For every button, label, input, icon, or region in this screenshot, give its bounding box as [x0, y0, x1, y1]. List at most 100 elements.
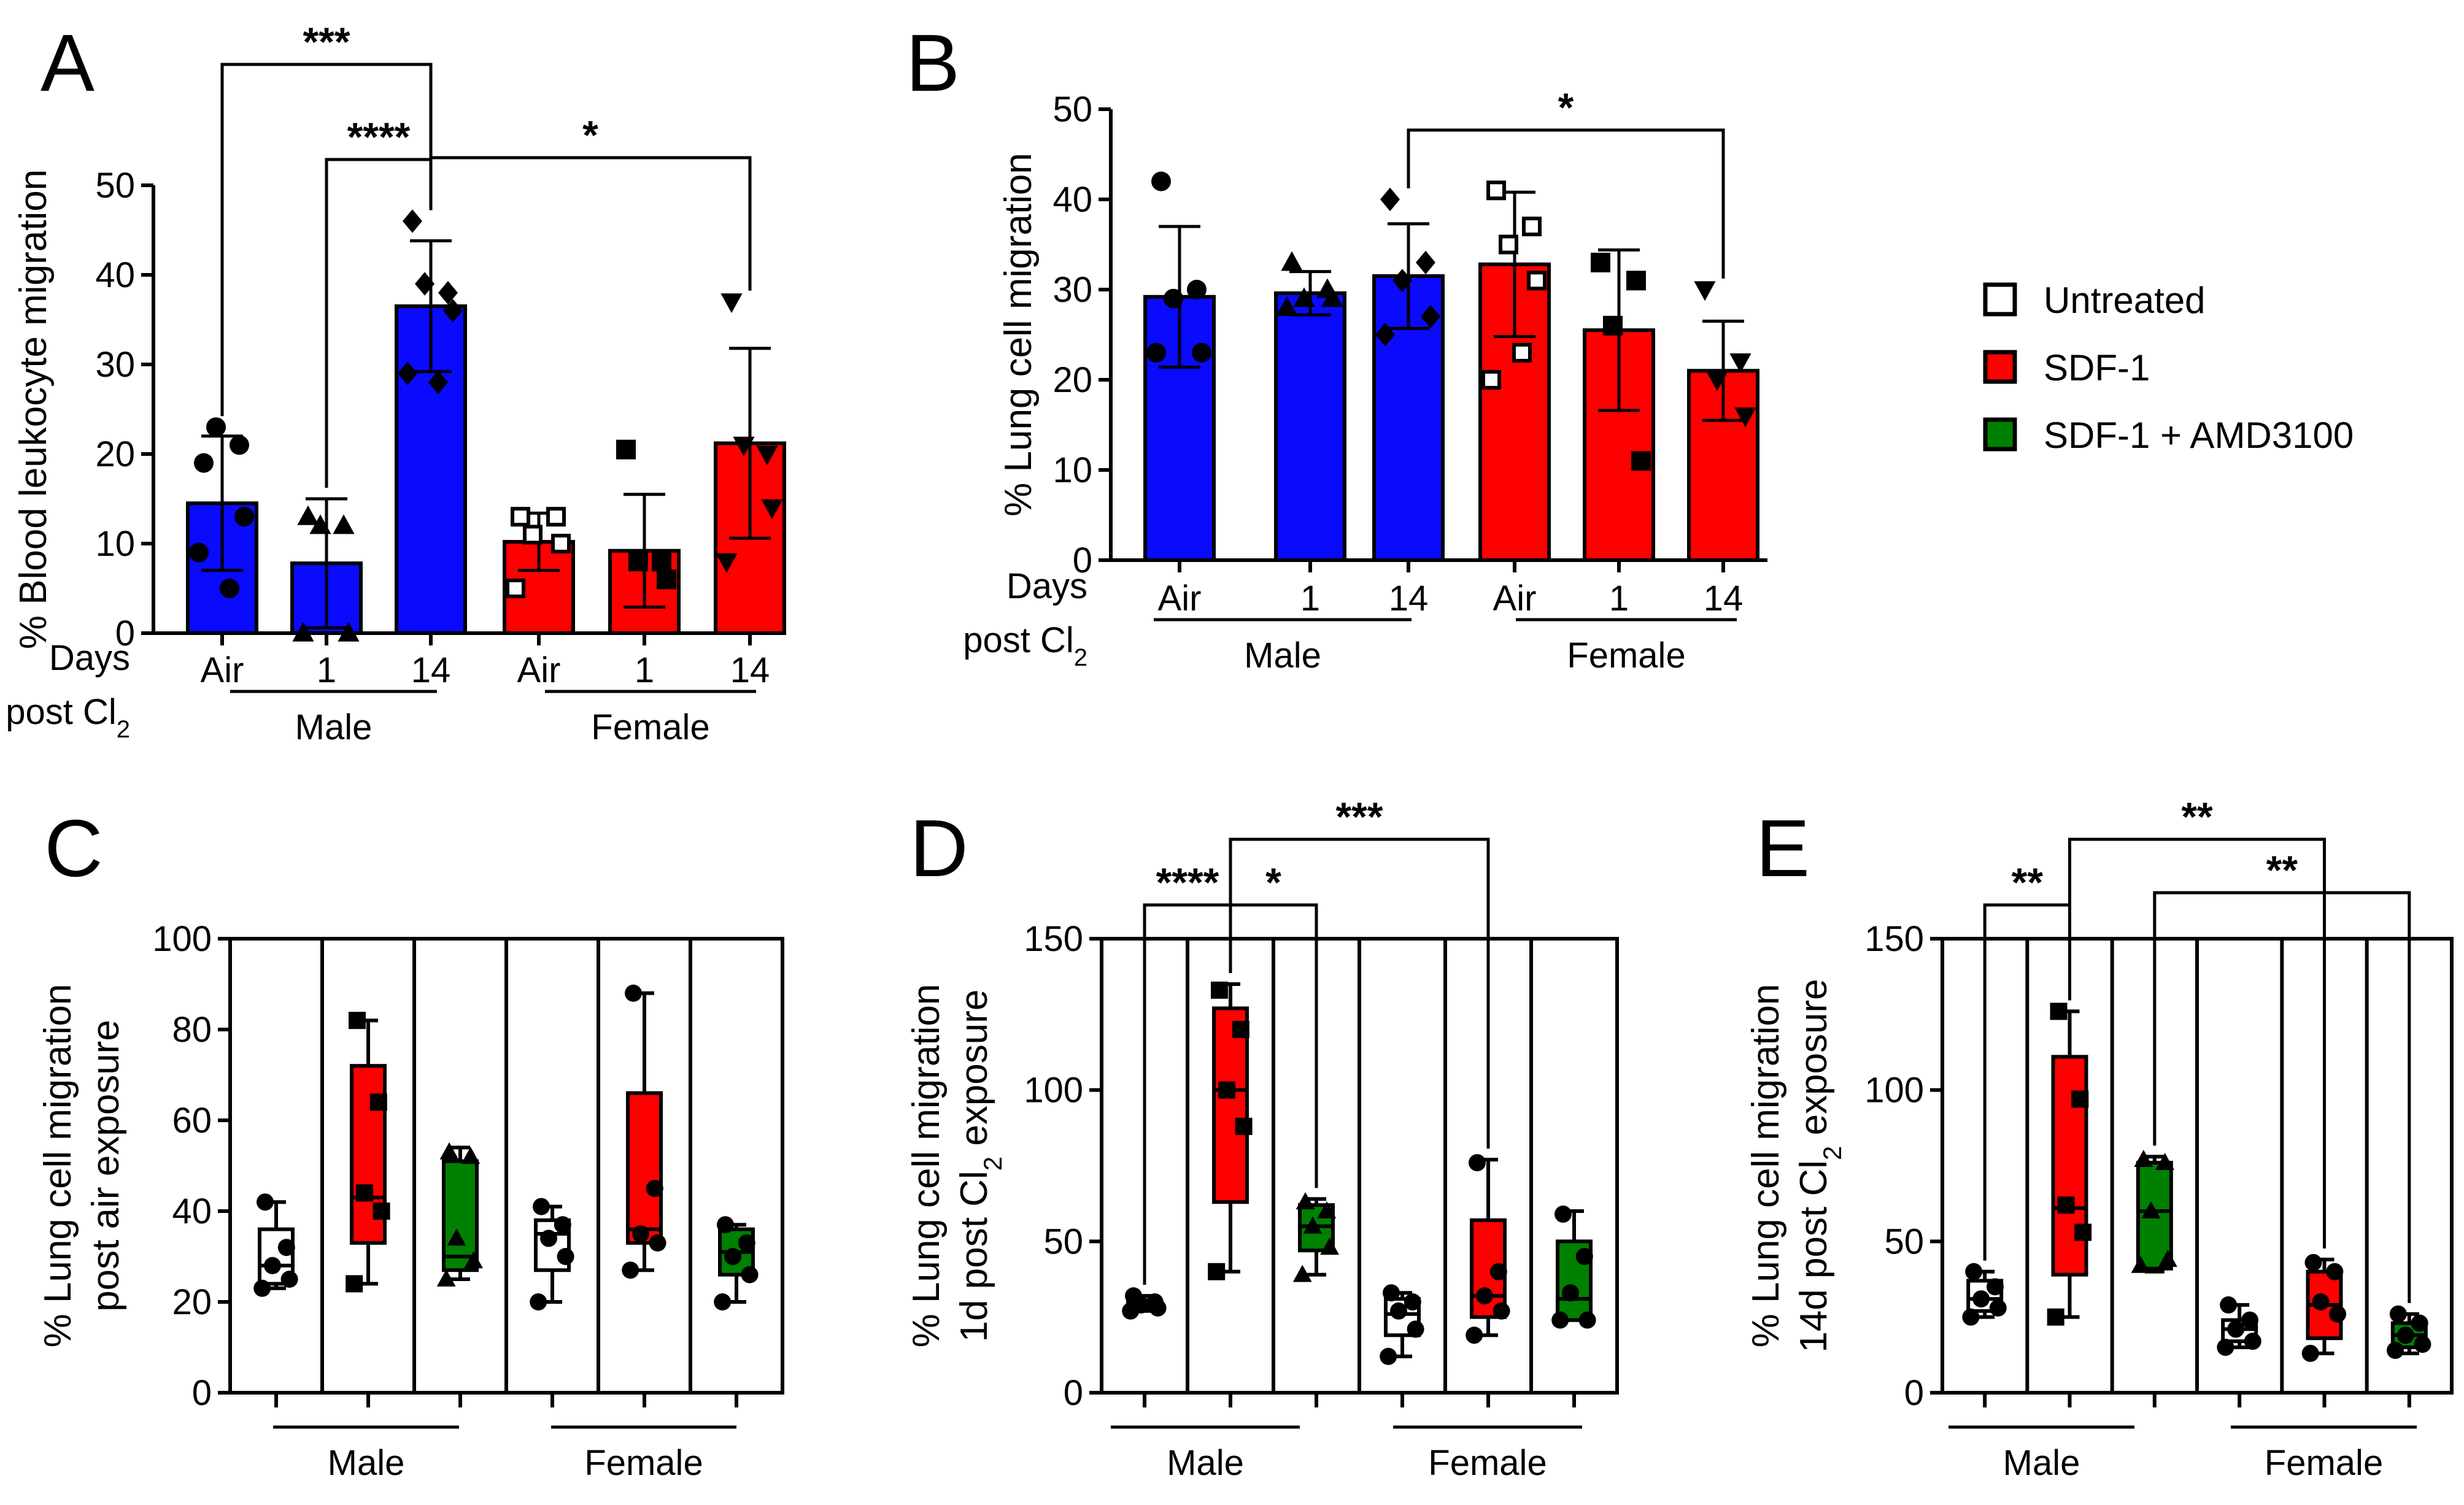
significance-bracket: [1229, 837, 1490, 1149]
y-tick-label: 50: [95, 166, 135, 206]
y-axis-label-part: exposure: [1793, 979, 1835, 1145]
y-axis-label-text: % Blood leukocyte migration: [12, 169, 55, 649]
significance-bracket: [2068, 837, 2326, 1249]
data-point-diamond: [1375, 323, 1395, 347]
y-tick-label: 30: [1052, 270, 1092, 310]
group-label: Female: [1428, 1443, 1547, 1483]
data-point-circle: [557, 1248, 574, 1265]
data-point-circle: [257, 1193, 274, 1211]
data-point-triangle: [333, 514, 355, 534]
data-point-diamond: [428, 371, 448, 395]
x-tick-label: Air: [1493, 579, 1537, 618]
data-point-square: [1218, 1081, 1235, 1099]
data-point-circle: [1962, 1308, 1980, 1326]
y-axis-label-line1: % Lung cell migration: [905, 984, 948, 1348]
data-point-circle: [1122, 1302, 1140, 1320]
data-point-square-open: [1486, 180, 1506, 201]
data-point-square-open: [551, 534, 571, 553]
data-point-square: [1631, 451, 1651, 471]
data-point-diamond: [415, 272, 434, 296]
row-label-subscript: 2: [1074, 644, 1087, 671]
y-tick-label: 0: [1064, 1373, 1083, 1413]
data-point-square-open: [506, 579, 525, 598]
y-tick-label: 100: [1864, 1071, 1924, 1110]
significance-label: *: [1265, 860, 1281, 905]
data-point-triangle: [1303, 1216, 1323, 1234]
x-tick-label: 1: [1300, 579, 1320, 618]
row-label-subscript: 2: [117, 716, 130, 743]
data-point-circle: [738, 1234, 755, 1252]
data-point-triangle: [2158, 1249, 2177, 1267]
y-axis-label: % Lung cell migration: [997, 153, 1040, 517]
y-tick-label: 10: [95, 524, 135, 564]
legend-swatch: [1983, 282, 2017, 317]
y-tick-label: 0: [1073, 541, 1092, 580]
y-tick-label: 0: [192, 1373, 212, 1413]
data-point-circle: [1554, 1205, 1572, 1223]
group-label: Female: [584, 1443, 703, 1483]
panel-a: A % Blood leukocyte migration 0 10 20 30 40 50 A…: [6, 18, 786, 747]
y-axis-label: % Blood leukocyte migration: [12, 169, 55, 649]
y-tick-label: 80: [172, 1010, 212, 1050]
data-point-square: [2047, 1308, 2064, 1326]
data-point-diamond: [1380, 187, 1400, 212]
y-tick-label: 40: [1052, 180, 1092, 220]
group-label: Male: [1244, 636, 1321, 676]
data-point-square: [1626, 271, 1646, 291]
data-point-triangle-down: [1734, 407, 1756, 428]
data-point-triangle: [447, 1228, 466, 1246]
data-point-triangle: [297, 505, 319, 525]
data-point-circle: [280, 1271, 298, 1288]
data-point-circle: [622, 1261, 639, 1279]
legend-label: Untreated: [2044, 280, 2206, 321]
data-point-square: [657, 569, 676, 590]
data-point-circle: [2304, 1253, 2322, 1271]
data-point-circle: [632, 1225, 649, 1242]
y-axis-label: % Lung cell migration 14d post Cl2 exposu…: [1745, 979, 1847, 1352]
x-tick-label: Air: [517, 650, 561, 690]
data-point-square: [1232, 1021, 1249, 1038]
significance-label: *: [1558, 85, 1574, 130]
panel-letter: D: [910, 803, 968, 893]
data-point-circle: [1192, 342, 1211, 363]
data-point-circle: [649, 1234, 666, 1252]
group-label: Female: [2265, 1443, 2383, 1483]
data-point-circle: [1575, 1248, 1593, 1265]
data-point-circle: [264, 1257, 281, 1274]
y-axis-label-line2: 14d post Cl2 exposure: [1793, 979, 1847, 1352]
y-axis-label-part: 1d post Cl: [953, 1171, 995, 1342]
y-tick-label: 20: [1052, 360, 1092, 400]
data-point-square: [356, 1184, 373, 1202]
data-point-square: [346, 1275, 363, 1293]
data-point-triangle-down: [756, 445, 778, 466]
y-tick-label: 150: [1864, 919, 1924, 959]
data-point-square-open: [1512, 342, 1532, 363]
data-point-diamond: [1392, 269, 1412, 293]
row-label-post: post Cl2: [963, 620, 1087, 671]
y-tick-label: 10: [1052, 450, 1092, 490]
y-tick-label: 30: [95, 345, 135, 385]
bar: [1274, 291, 1346, 562]
row-label-part: post Cl: [963, 620, 1074, 660]
data-point-circle: [1390, 1302, 1407, 1320]
x-tick-label: 14: [411, 650, 451, 690]
data-point-circle: [2326, 1263, 2344, 1280]
data-point-circle: [2411, 1314, 2428, 1332]
y-axis-label-line2: 1d post Cl2 exposure: [953, 990, 1007, 1342]
data-point-triangle: [436, 1269, 456, 1287]
y-tick-label: 50: [1052, 90, 1092, 129]
data-point-circle: [2414, 1336, 2431, 1353]
data-point-square: [369, 1093, 387, 1111]
data-point-circle: [230, 435, 249, 455]
data-point-circle: [1493, 1302, 1510, 1320]
data-point-square: [373, 1203, 390, 1220]
data-point-triangle-down: [720, 293, 743, 314]
data-point-triangle: [1320, 1237, 1339, 1255]
y-axis-label-line2: post air exposure: [85, 1020, 127, 1312]
data-point-circle: [1986, 1278, 2004, 1296]
data-point-circle: [206, 417, 226, 437]
data-point-circle: [1489, 1263, 1507, 1280]
data-point-square: [1603, 315, 1623, 336]
data-point-square-open: [1481, 370, 1501, 390]
y-tick-label: 20: [95, 434, 135, 474]
